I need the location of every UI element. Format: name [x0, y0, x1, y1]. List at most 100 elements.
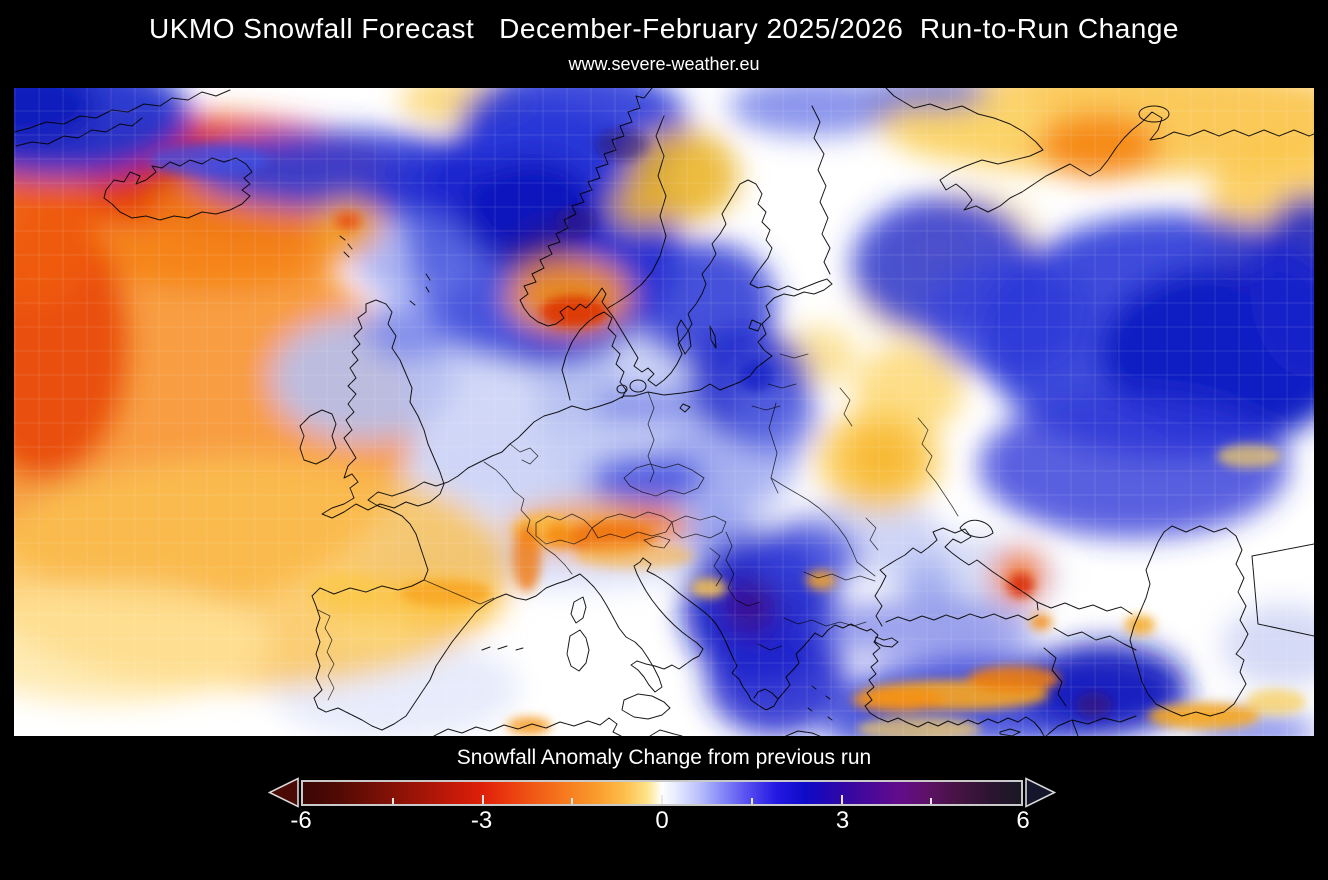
anomaly-blob	[846, 424, 918, 492]
coastline-bornholm	[679, 403, 691, 413]
coastline-iceland	[103, 157, 253, 221]
anomaly-blob	[1125, 615, 1155, 635]
border-norway-sweden	[607, 115, 667, 309]
coastline-caspian	[1129, 525, 1249, 717]
border-serbia	[725, 531, 737, 601]
colorbar-tick-label: 0	[655, 807, 669, 834]
border-right-edge-polygon	[1251, 543, 1314, 637]
coastline-faroe-islands	[339, 235, 353, 258]
border-balkans-inner	[709, 547, 783, 651]
colorbar-title: Snowfall Anomaly Change from previous ru…	[456, 746, 872, 769]
colorbar-left-overflow-arrow-icon	[267, 777, 299, 808]
anomaly-blob	[854, 345, 964, 435]
coastline-shetland	[409, 273, 431, 306]
anomaly-blob	[1222, 604, 1314, 688]
anomaly-blob	[574, 543, 694, 569]
border-austria	[591, 511, 673, 539]
anomaly-blob	[14, 583, 269, 703]
coastline-azov	[959, 519, 994, 538]
anomaly-blob	[324, 611, 424, 655]
border-bulgaria-greece	[783, 617, 867, 627]
anomaly-blob	[544, 524, 574, 548]
anomaly-blob	[1039, 114, 1159, 178]
colorbar-labels: -6 -3 0 3 6	[290, 807, 1029, 839]
anomaly-blob	[799, 598, 1039, 658]
anomaly-blob	[507, 717, 551, 735]
anomaly-blob	[596, 129, 648, 161]
border-poland-west	[647, 391, 655, 483]
border-levant	[1045, 715, 1137, 736]
border-hungary	[671, 515, 727, 539]
anomaly-blob	[754, 520, 858, 592]
coastline-adriatic-balkans	[642, 557, 779, 711]
anomaly-blob	[400, 580, 492, 606]
coastline-balearics	[481, 645, 524, 651]
border-caucasus	[1036, 601, 1133, 615]
coastline-marmara	[874, 636, 899, 648]
coastline-sardinia	[566, 629, 590, 672]
coastline-west-europe	[311, 395, 625, 731]
anomaly-blob	[732, 602, 772, 638]
coastline-layer	[14, 88, 1314, 736]
coastline-scandinavia	[519, 88, 833, 397]
coastline-sicily	[621, 693, 671, 720]
anomaly-blob	[609, 184, 669, 228]
coastline-corsica	[570, 596, 587, 624]
anomaly-blob	[903, 558, 955, 608]
colorbar-right-overflow-arrow-icon	[1025, 777, 1057, 808]
border-slovenia	[643, 535, 671, 549]
anomaly-blob	[14, 158, 96, 308]
coastline-funen	[616, 384, 628, 394]
border-finland-russia	[811, 105, 831, 275]
anomaly-blob	[729, 88, 899, 136]
border-armenia-azerbaijan	[1053, 627, 1137, 651]
anomaly-blob	[14, 88, 99, 144]
anomaly-blob	[594, 386, 704, 426]
anomaly-blob	[894, 105, 1034, 161]
page-title: UKMO Snowfall Forecast December-February…	[149, 13, 1179, 44]
coastline-blacksea-north	[874, 527, 1039, 627]
coastline-italy	[567, 557, 704, 693]
coastline-turkey-aegean-south	[864, 628, 1045, 736]
anomaly-blob	[1076, 692, 1112, 718]
anomaly-blob	[691, 578, 727, 598]
border-pyrenees	[423, 579, 495, 605]
page-subtitle: www.severe-weather.eu	[568, 54, 760, 74]
colorbar-ticks	[303, 782, 1021, 804]
anomaly-blob	[1008, 573, 1034, 597]
anomaly-blob	[1246, 689, 1306, 715]
anomaly-blob	[869, 88, 989, 111]
colorbar-tick-major	[661, 795, 663, 804]
coastline-crete	[785, 730, 821, 736]
anomaly-blob	[852, 688, 944, 712]
coastline-oland	[709, 325, 717, 349]
border-danube-bulgaria	[803, 571, 876, 582]
coastline-greece-aegean	[777, 623, 872, 700]
anomaly-blob	[729, 378, 819, 458]
coastline-kola-arctic	[885, 88, 1314, 213]
colorbar-tick-label: 3	[835, 807, 850, 834]
coastline-kolguyev-island	[1138, 105, 1170, 123]
coastline-greenland	[14, 89, 231, 133]
anomaly-blob	[540, 296, 608, 328]
coastline-aegean-islands	[807, 685, 833, 721]
anomaly-blob	[968, 666, 1060, 692]
colorbar	[301, 780, 1023, 806]
border-france-east	[483, 461, 573, 575]
colorbar-tick-major	[481, 795, 484, 804]
anomaly-blob	[335, 212, 361, 230]
border-turkey-east	[1043, 647, 1067, 707]
anomaly-blob	[979, 394, 1289, 538]
border-czech	[623, 463, 705, 497]
colorbar-tick-label: -6	[290, 807, 312, 834]
anomaly-blob	[738, 360, 774, 392]
border-belarus	[751, 353, 853, 427]
border-portugal-spain	[317, 609, 335, 701]
coastline-blacksea-south	[885, 613, 1039, 623]
anomaly-blob	[588, 452, 704, 508]
anomaly-blob	[806, 570, 836, 590]
anomaly-blob-layer-small	[149, 129, 1306, 736]
anomaly-blob	[1030, 614, 1052, 630]
coastline-north-africa	[433, 717, 683, 736]
